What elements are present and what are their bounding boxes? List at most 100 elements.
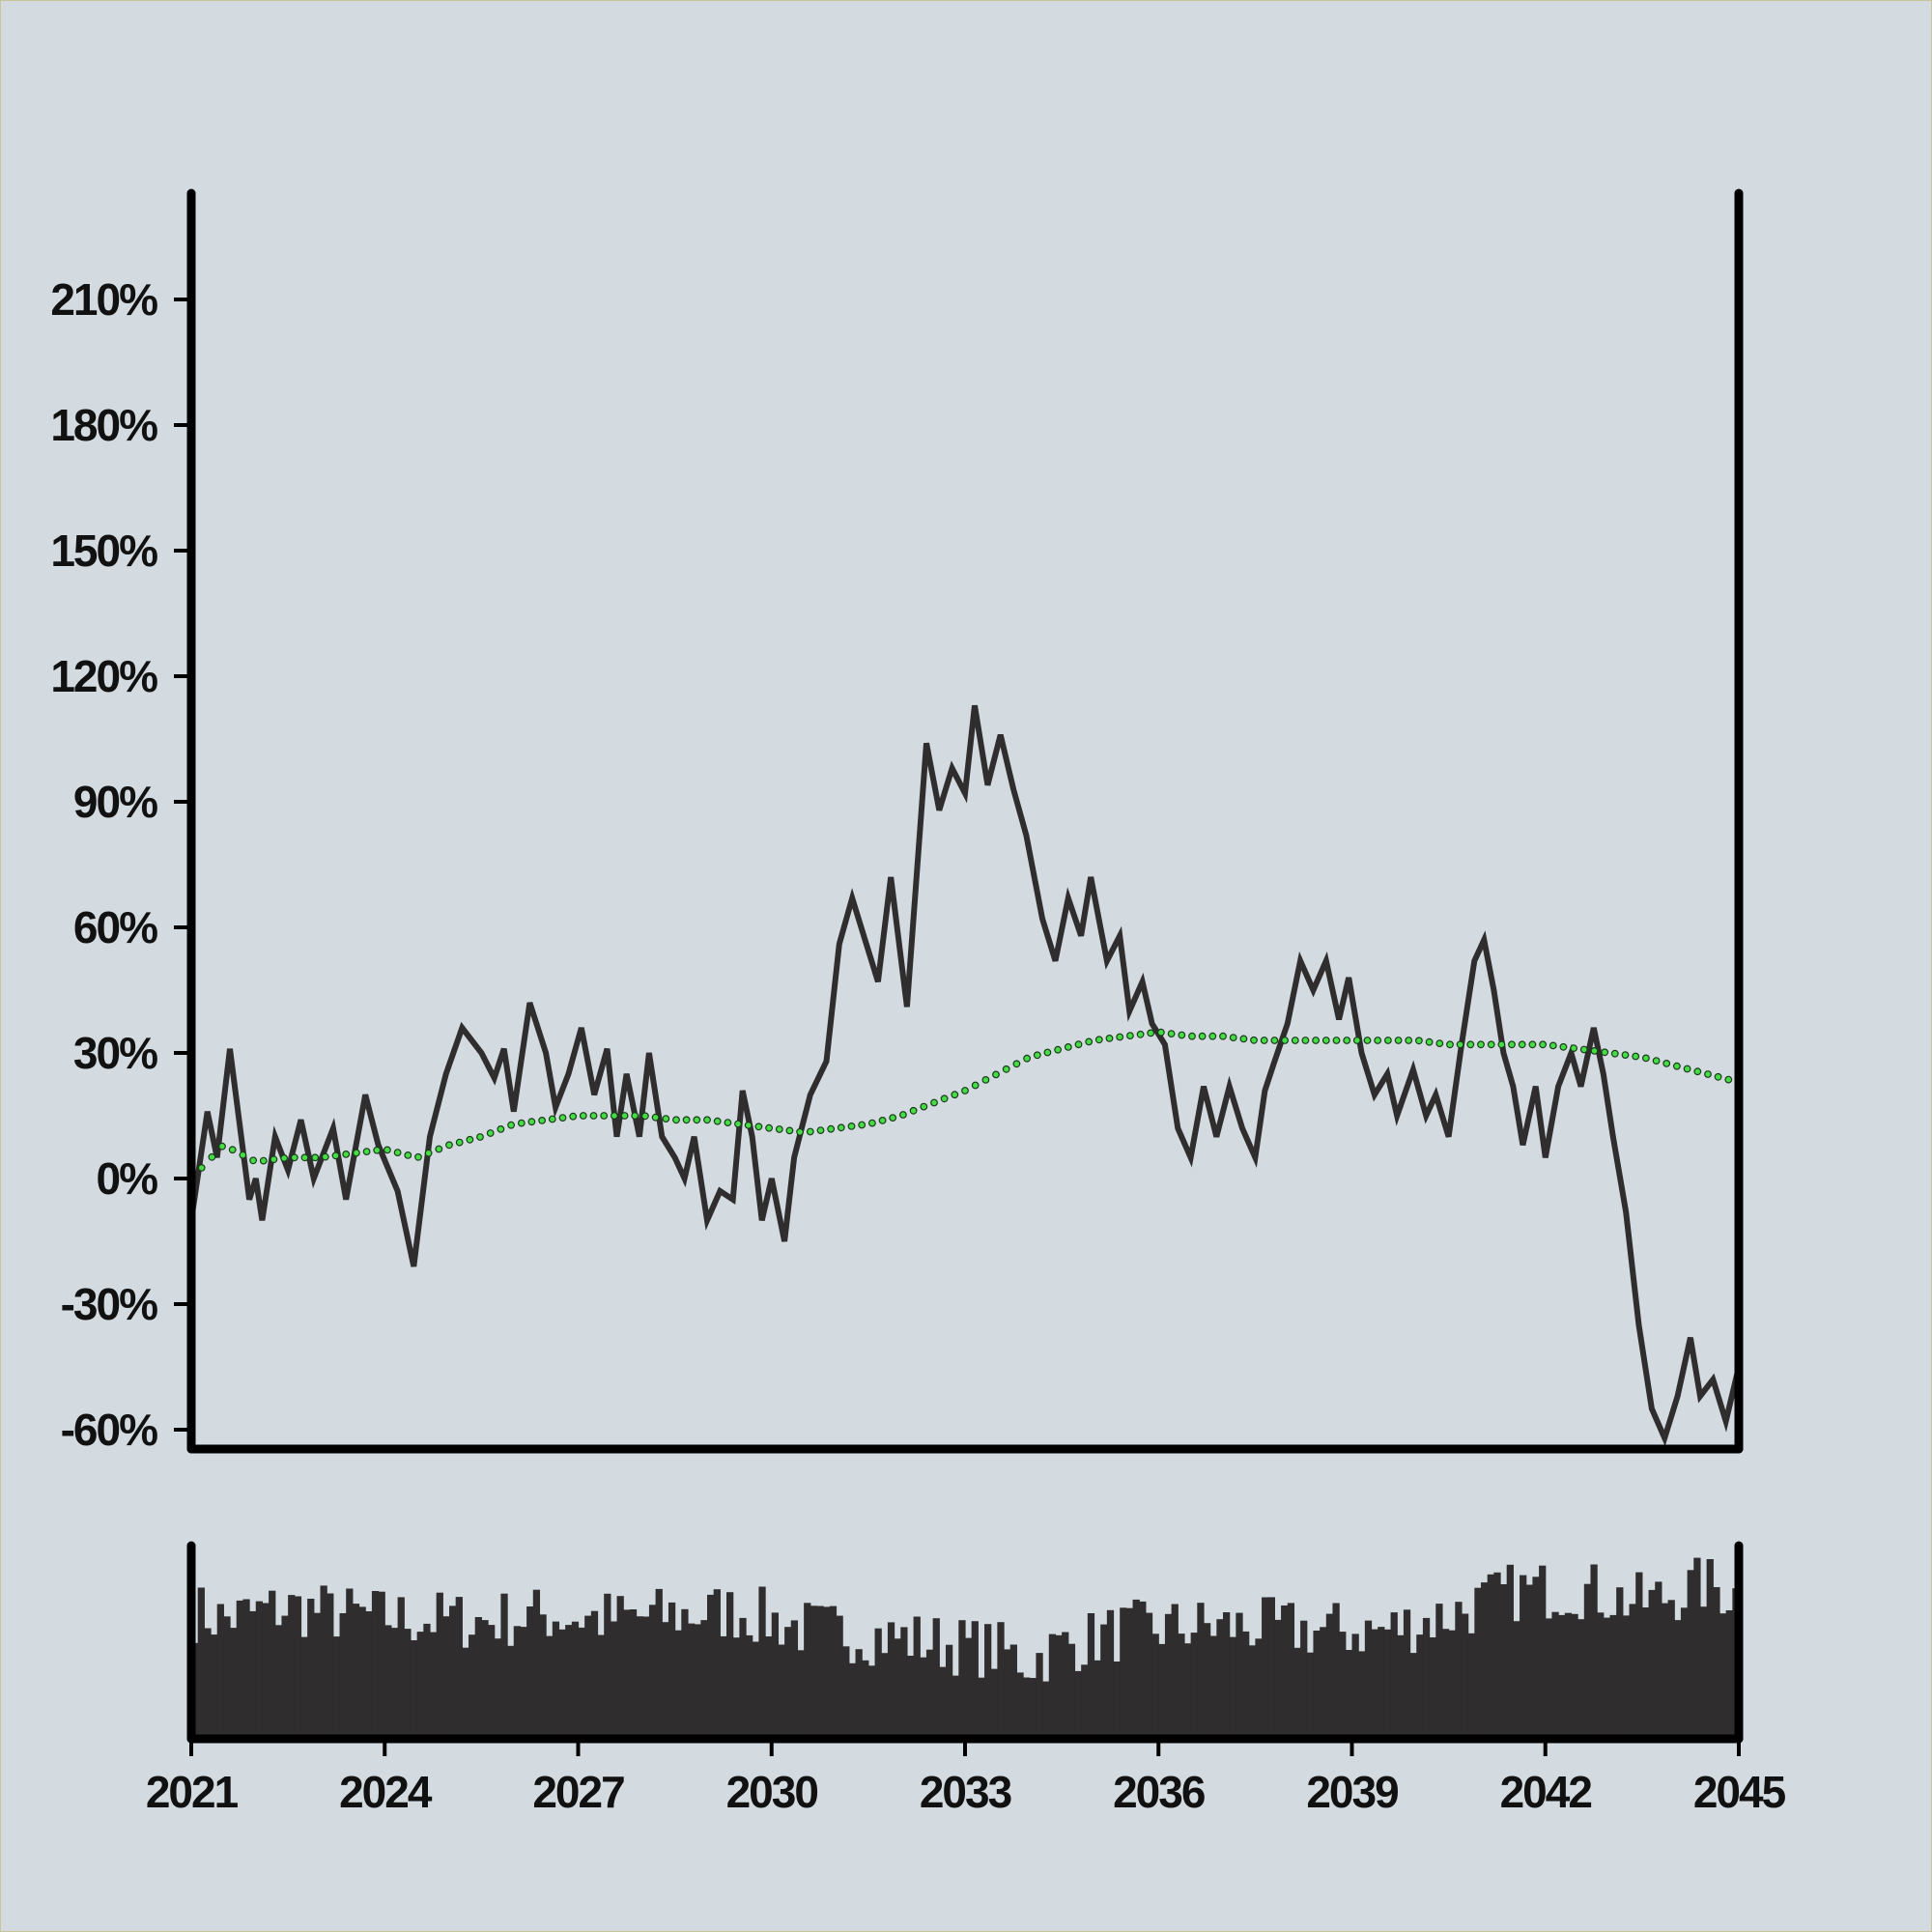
- moving-average-point: [569, 1112, 578, 1121]
- volume-bar: [1351, 1634, 1359, 1739]
- volume-bar: [1262, 1597, 1269, 1739]
- moving-average-point: [1343, 1037, 1351, 1044]
- moving-average-point: [796, 1127, 804, 1136]
- volume-bar: [829, 1605, 838, 1739]
- moving-average-point: [280, 1153, 289, 1162]
- volume-bar: [1120, 1607, 1127, 1739]
- volume-bar: [1197, 1603, 1205, 1739]
- y-tick-label: 150%: [50, 526, 157, 576]
- volume-bar: [1036, 1653, 1043, 1739]
- moving-average-point: [1559, 1042, 1568, 1051]
- moving-average-point: [1301, 1037, 1310, 1044]
- x-tick-label: 2042: [1500, 1767, 1592, 1817]
- volume-bar: [1364, 1620, 1373, 1739]
- volume-bar: [1139, 1601, 1147, 1739]
- moving-average-point: [1508, 1040, 1516, 1049]
- price-panel: -60% -30% 0% 30% 60% 90% 120% 150% 180% 210%: [50, 188, 1744, 1455]
- volume-bar: [1390, 1612, 1398, 1739]
- volume-bar: [552, 1621, 560, 1739]
- volume-bar: [558, 1629, 566, 1739]
- moving-average-point: [847, 1122, 856, 1130]
- volume-bar: [597, 1634, 605, 1739]
- volume-bar: [500, 1593, 508, 1739]
- volume-bar: [797, 1650, 805, 1739]
- volume-bar: [1055, 1634, 1063, 1739]
- volume-bar: [1493, 1572, 1501, 1739]
- volume-bar: [197, 1587, 205, 1739]
- moving-average-point: [682, 1116, 691, 1124]
- volume-bar: [648, 1605, 657, 1739]
- moving-average-point: [1724, 1075, 1733, 1084]
- price-line-layer: [188, 704, 1742, 1447]
- y-tick-label: 210%: [50, 274, 157, 325]
- moving-average-point: [1250, 1036, 1258, 1044]
- moving-average-point: [218, 1142, 226, 1151]
- volume-bar: [352, 1604, 360, 1739]
- moving-average-point: [558, 1114, 567, 1122]
- volume-bar: [862, 1660, 869, 1739]
- moving-average-point: [1579, 1045, 1588, 1054]
- moving-average-point: [1012, 1060, 1021, 1068]
- volume-bar: [1216, 1619, 1224, 1739]
- volume-bar: [765, 1636, 773, 1739]
- moving-average-point: [765, 1123, 773, 1132]
- moving-average-point: [1260, 1037, 1268, 1044]
- moving-average-point: [362, 1148, 371, 1155]
- volume-bar: [1306, 1652, 1315, 1739]
- moving-average-point: [311, 1153, 320, 1162]
- moving-average-point: [1188, 1032, 1196, 1040]
- moving-average-point: [1456, 1040, 1464, 1049]
- volume-bar: [990, 1668, 998, 1739]
- moving-average-point: [197, 1163, 206, 1172]
- volume-bar: [687, 1623, 696, 1739]
- x-tick-label: 2027: [532, 1767, 624, 1817]
- volume-bar: [320, 1585, 327, 1739]
- moving-average-point: [981, 1075, 990, 1084]
- volume-bar: [494, 1638, 501, 1739]
- volume-bar: [771, 1612, 780, 1739]
- y-tick-label: 30%: [73, 1028, 157, 1078]
- volume-bar: [429, 1632, 438, 1739]
- moving-average-point: [589, 1112, 598, 1120]
- moving-average-point: [806, 1127, 814, 1136]
- volume-bar: [1481, 1582, 1489, 1739]
- moving-average-point: [1064, 1042, 1072, 1051]
- volume-bar: [1223, 1612, 1231, 1739]
- volume-bar: [1300, 1620, 1308, 1739]
- y-tick-label: -30%: [61, 1279, 157, 1329]
- moving-average-point: [785, 1126, 794, 1135]
- volume-bar: [1358, 1651, 1366, 1739]
- moving-average-point: [414, 1152, 422, 1161]
- volume-bar: [1422, 1617, 1431, 1739]
- moving-average-point: [1704, 1070, 1712, 1078]
- volume-bar: [1629, 1604, 1636, 1739]
- volume-bar: [1074, 1670, 1082, 1739]
- volume-bar: [1248, 1645, 1256, 1739]
- volume-bar: [397, 1597, 405, 1739]
- volume-bar: [965, 1637, 973, 1739]
- x-tick-label: 2033: [920, 1767, 1011, 1817]
- moving-average-point: [1610, 1049, 1619, 1058]
- moving-average-point: [579, 1112, 587, 1120]
- moving-average-point: [249, 1156, 258, 1165]
- moving-average-point: [527, 1118, 536, 1126]
- moving-average-point: [754, 1122, 763, 1131]
- volume-bar: [416, 1632, 424, 1739]
- y-tick-label: 60%: [73, 902, 157, 952]
- volume-bar: [1597, 1612, 1605, 1739]
- moving-average-point: [259, 1156, 268, 1165]
- volume-bar: [1048, 1634, 1057, 1739]
- volume-bar: [526, 1606, 534, 1739]
- moving-average-point: [1239, 1035, 1248, 1043]
- moving-average-point: [455, 1138, 464, 1147]
- volume-bar: [249, 1610, 257, 1739]
- volume-bar: [1203, 1623, 1211, 1739]
- volume-bar: [1094, 1660, 1101, 1739]
- moving-average-point: [1714, 1072, 1722, 1081]
- volume-bar: [410, 1640, 418, 1739]
- volume-bar: [313, 1612, 322, 1739]
- moving-average-point: [909, 1106, 918, 1115]
- volume-bar: [1183, 1643, 1192, 1739]
- moving-average-point: [1363, 1037, 1372, 1044]
- x-tick-label: 2045: [1693, 1767, 1786, 1817]
